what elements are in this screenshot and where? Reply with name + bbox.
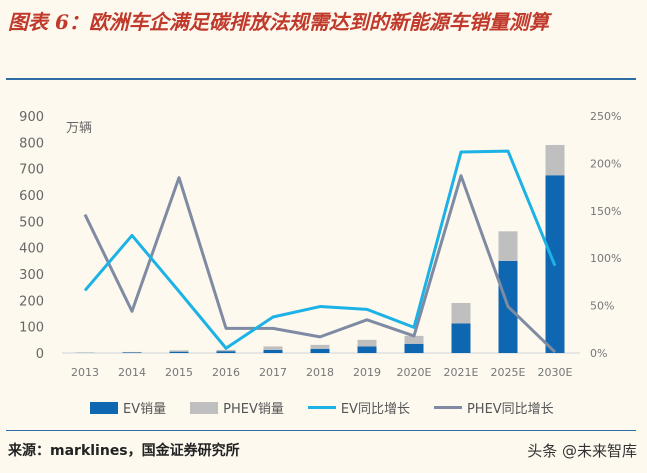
y-left-tick: 100 [19,321,44,336]
x-tick: 2013 [71,366,99,379]
y-left-tick: 500 [19,215,44,230]
y-unit-label: 万辆 [66,121,92,136]
legend-label: PHEV同比增长 [466,402,554,417]
y-right-tick: 250% [590,110,621,123]
bar-phev [216,349,236,352]
title-divider [6,78,636,80]
y-right-tick: 100% [590,252,621,265]
bar-phev [498,231,518,261]
chart: 0 100 200 300 400 500 600 700 800 900 0% 50% 100% 150… [19,110,621,379]
y-left-tick: 300 [19,268,44,283]
x-tick: 2016 [212,366,240,379]
legend-label: EV同比增长 [340,402,410,417]
y-left-tick: 900 [19,110,44,125]
legend-label: PHEV销量 [223,402,284,417]
x-tick: 2025E [491,366,526,379]
x-tick: 2020E [397,366,432,379]
footer-divider [6,430,636,431]
y-left-tick: 400 [19,242,44,257]
source-note: 来源：marklines，国金证券研究所 [8,443,240,459]
x-tick: 2015 [165,366,193,379]
bar-phev [545,144,565,176]
x-tick: 2021E [444,366,479,379]
y-left-tick: 0 [36,347,44,362]
bar-ev [310,348,330,353]
line-phev-growth [83,174,557,354]
y-right-tick: 150% [590,205,621,218]
y-left-tick: 700 [19,163,44,178]
line-ev-growth [83,149,557,350]
legend-swatch [307,406,336,409]
legend-swatch [433,406,462,409]
y-left-tick: 600 [19,189,44,204]
bar-ev [169,351,189,353]
legend-item: PHEV销量 [190,398,284,417]
y-right-tick: 200% [590,157,621,170]
bar-ev [404,343,424,353]
bar-phev [451,302,471,324]
bar-ev [122,352,142,353]
bar-phev [169,350,189,352]
bar-ev [357,346,377,353]
legend-swatch [90,401,118,414]
y-left-tick: 200 [19,294,44,309]
bar-phev [263,346,283,350]
bar-phev [310,344,330,349]
bar-ev [216,351,236,353]
bar-phev [122,351,142,353]
x-tick: 2030E [538,366,573,379]
x-tick: 2019 [353,366,381,379]
legend: EV销量 PHEV销量 EV同比增长 PHEV同比增长 [90,398,554,417]
x-tick: 2014 [118,366,146,379]
y-right-tick: 50% [590,300,614,313]
chart-title: 图表 6：欧洲车企满足碳排放法规需达到的新能源车销量测算 [8,10,549,34]
y-left-tick: 800 [19,136,44,151]
bar-phev [357,339,377,347]
watermark: 头条 @未来智库 [527,442,637,460]
legend-item: EV销量 [90,398,166,417]
bar-phev [404,335,424,344]
x-tick: 2017 [259,366,287,379]
bar-ev [451,323,471,353]
legend-item: EV同比增长 [307,398,410,417]
y-right-tick: 0% [590,347,607,360]
legend-swatch [190,401,219,414]
bar-ev [263,349,283,353]
x-tick: 2018 [306,366,334,379]
legend-item: PHEV同比增长 [433,398,554,417]
legend-label: EV销量 [123,402,167,417]
